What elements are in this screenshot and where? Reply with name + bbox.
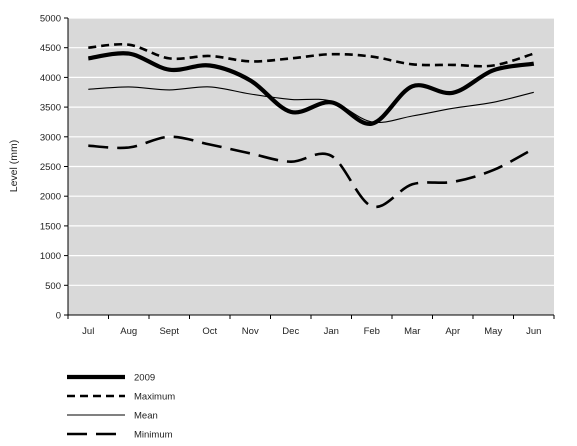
gridlines bbox=[68, 17, 554, 286]
x-tick-label: Sept bbox=[159, 326, 179, 337]
x-tick-label: Apr bbox=[445, 326, 460, 337]
legend-label-maximum: Maximum bbox=[134, 392, 175, 403]
x-tick-label: Oct bbox=[202, 326, 217, 337]
x-tick-label: Feb bbox=[364, 326, 380, 337]
y-tick-label: 2000 bbox=[40, 192, 61, 203]
series-lines bbox=[87, 42, 535, 209]
y-tick-label: 3000 bbox=[40, 132, 61, 143]
y-tick-label: 3500 bbox=[40, 103, 61, 114]
x-tick-label: Mar bbox=[404, 326, 420, 337]
x-tick-label: Jun bbox=[526, 326, 541, 337]
x-tick-label: Aug bbox=[120, 326, 137, 337]
legend-label-2009: 2009 bbox=[134, 373, 155, 384]
y-tick-label: 4500 bbox=[40, 43, 61, 54]
y-axis-label: Level (mm) bbox=[8, 140, 20, 193]
series-line-mean bbox=[88, 86, 534, 124]
tick-labels: 0 500 1000 1500 2000 2500 3000 3500 4000 4500 5000… bbox=[40, 14, 542, 338]
y-tick-label: 500 bbox=[45, 281, 61, 292]
axes bbox=[64, 17, 555, 319]
x-tick-label: Jul bbox=[82, 326, 94, 337]
x-tick-label: Nov bbox=[242, 326, 259, 337]
y-tick-label: 4000 bbox=[40, 73, 61, 84]
legend: 2009 Maximum Mean Minimum bbox=[67, 373, 175, 441]
y-tick-label: 5000 bbox=[40, 14, 61, 25]
x-tick-label: Dec bbox=[282, 326, 299, 337]
y-tick-label: 1500 bbox=[40, 221, 61, 232]
x-tick-label: Jan bbox=[324, 326, 339, 337]
legend-label-mean: Mean bbox=[134, 411, 158, 422]
series-line-2009 bbox=[87, 51, 535, 126]
legend-label-minimum: Minimum bbox=[134, 430, 173, 441]
x-tick-label: May bbox=[484, 326, 502, 337]
y-tick-label: 0 bbox=[56, 311, 61, 322]
series-line-maximum bbox=[88, 42, 535, 68]
y-tick-label: 2500 bbox=[40, 162, 61, 173]
y-tick-label: 1000 bbox=[40, 251, 61, 262]
